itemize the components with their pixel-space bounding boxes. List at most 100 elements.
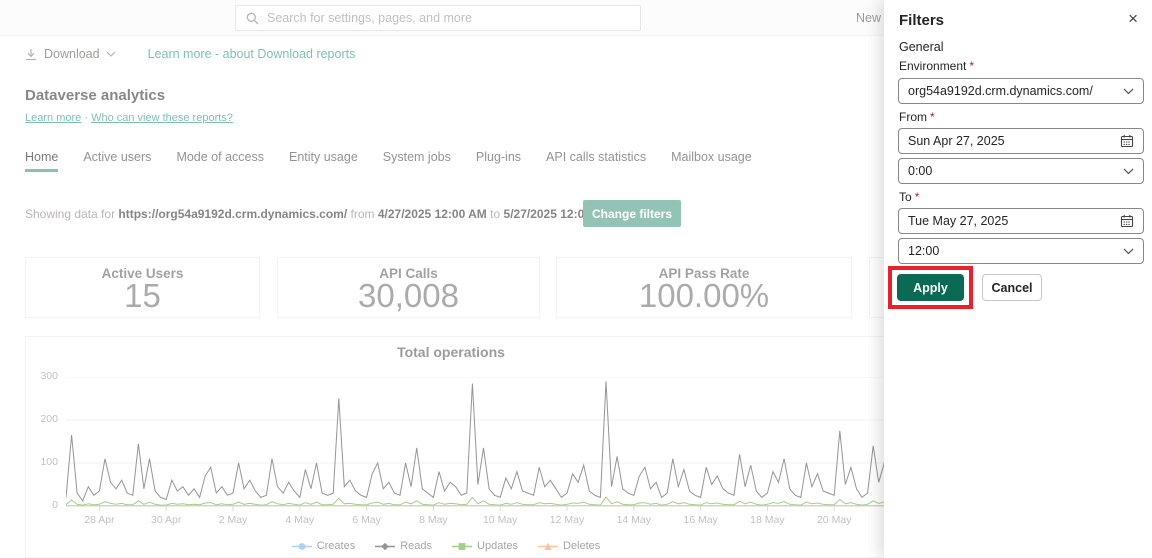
to-label: To * (899, 190, 920, 204)
kpi-label: API Calls (379, 266, 438, 281)
download-learn-more-link[interactable]: Learn more - about Download reports (147, 47, 356, 61)
new-label: New (856, 11, 882, 25)
legend-item-creates[interactable]: Creates (291, 540, 356, 552)
header-links: Learn more · Who can view these reports? (25, 112, 233, 124)
download-icon (26, 48, 36, 60)
filters-section-general: General (899, 40, 944, 54)
search-input[interactable] (267, 11, 630, 25)
to-date-value: Tue May 27, 2025 (908, 214, 1009, 228)
x-tick-label: 16 May (683, 514, 718, 526)
y-tick-label: 200 (40, 413, 58, 425)
legend-marker-triangle (538, 542, 558, 550)
red-highlight-box (888, 266, 973, 309)
kpi-value: 100.00% (638, 277, 770, 314)
chevron-down-icon (1123, 168, 1134, 174)
y-tick-label: 0 (52, 499, 58, 511)
filters-panel: Filters × General Environment * org54a919… (884, 0, 1152, 558)
kpi-card-active-users: Active Users 15 (25, 257, 260, 318)
environment-select[interactable]: org54a9192d.crm.dynamics.com/ (898, 78, 1144, 104)
summary-url: https://org54a9192d.crm.dynamics.com/ (118, 207, 348, 221)
kpi-value: 30,008 (358, 277, 459, 314)
environment-label: Environment * (899, 59, 975, 73)
y-tick-label: 300 (40, 370, 58, 382)
apply-button[interactable]: Apply (897, 274, 964, 301)
series-updates (66, 496, 896, 506)
from-time-value: 0:00 (908, 164, 933, 178)
download-toolbar: Download Learn more - about Download rep… (25, 47, 355, 61)
required-asterisk: * (969, 59, 975, 73)
environment-value: org54a9192d.crm.dynamics.com/ (908, 84, 1093, 98)
x-tick-label: 20 May (816, 514, 852, 526)
chart-plot-area (66, 377, 926, 511)
legend-marker-diamond (375, 542, 396, 550)
tab-home[interactable]: Home (25, 150, 59, 172)
learn-more-link[interactable]: Learn more (25, 112, 82, 124)
tab-api-calls-statistics[interactable]: API calls statistics (546, 150, 647, 164)
chevron-down-icon (1123, 88, 1134, 94)
search-icon (246, 12, 259, 24)
from-label: From * (899, 110, 935, 124)
chart-legend: Creates Reads Updates Deletes (26, 540, 866, 552)
legend-item-reads[interactable]: Reads (375, 540, 432, 552)
x-tick-label: 30 Apr (151, 514, 182, 526)
change-filters-button[interactable]: Change filters (583, 200, 681, 227)
calendar-icon (1120, 215, 1134, 228)
x-tick-label: 18 May (750, 514, 785, 526)
calendar-icon (1120, 135, 1134, 148)
legend-label: Reads (400, 540, 433, 552)
summary-from-word: from (350, 207, 375, 221)
tab-mode-of-access[interactable]: Mode of access (176, 150, 264, 164)
from-time-select[interactable]: 0:00 (898, 158, 1144, 184)
from-date-value: Sun Apr 27, 2025 (908, 134, 1005, 148)
summary-prefix: Showing data for (25, 207, 116, 221)
x-tick-label: 28 Apr (84, 514, 115, 526)
filters-panel-title: Filters (899, 12, 945, 29)
kpi-card-api-pass-rate: API Pass Rate 100.00% (556, 257, 852, 318)
tab-system-jobs[interactable]: System jobs (382, 150, 451, 164)
link-separator: · (84, 112, 88, 124)
x-tick-label: 10 May (482, 514, 518, 526)
global-search[interactable] (235, 5, 641, 31)
summary-from-value: 4/27/2025 12:00 AM (377, 207, 487, 221)
legend-marker-square (452, 542, 473, 550)
chevron-down-icon (1123, 248, 1134, 254)
chevron-down-icon (106, 51, 116, 57)
required-asterisk: * (930, 110, 935, 124)
from-date-input[interactable]: Sun Apr 27, 2025 (898, 128, 1144, 154)
page-title: Dataverse analytics (25, 87, 166, 104)
kpi-value: 15 (124, 277, 161, 314)
legend-item-updates[interactable]: Updates (452, 540, 518, 552)
cancel-button[interactable]: Cancel (982, 274, 1042, 301)
download-button[interactable]: Download (44, 47, 100, 61)
to-time-value: 12:00 (908, 244, 940, 258)
x-tick-label: 4 May (285, 514, 315, 526)
to-time-select[interactable]: 12:00 (898, 238, 1144, 264)
summary-to-word: to (490, 207, 501, 221)
kpi-label: API Pass Rate (658, 266, 750, 281)
legend-label: Updates (477, 540, 518, 552)
x-tick-label: 14 May (616, 514, 652, 526)
tab-active-users[interactable]: Active users (83, 150, 152, 164)
y-tick-label: 100 (40, 456, 58, 468)
required-asterisk: * (914, 190, 920, 204)
tab-entity-usage[interactable]: Entity usage (288, 150, 358, 164)
x-tick-label: 6 May (352, 514, 381, 526)
who-can-view-link[interactable]: Who can view these reports? (91, 112, 233, 124)
legend-label: Deletes (563, 540, 601, 552)
x-tick-label: 2 May (218, 514, 248, 526)
tab-mailbox-usage[interactable]: Mailbox usage (671, 150, 752, 164)
x-tick-label: 8 May (419, 514, 448, 526)
legend-marker-circle (291, 542, 312, 550)
to-date-input[interactable]: Tue May 27, 2025 (898, 208, 1144, 234)
tab-plug-ins[interactable]: Plug-ins (475, 150, 522, 164)
series-reads (66, 381, 896, 502)
filter-summary: Showing data for https://org54a9192d.crm… (25, 207, 612, 221)
legend-label: Creates (316, 540, 356, 552)
tabs: Home Active users Mode of access Entity usa… (25, 150, 752, 172)
kpi-label: Active Users (101, 266, 184, 281)
chart-title: Total operations (397, 344, 505, 360)
close-icon[interactable]: × (1128, 9, 1138, 28)
legend-item-deletes[interactable]: Deletes (538, 540, 600, 552)
x-tick-label: 12 May (549, 514, 585, 526)
